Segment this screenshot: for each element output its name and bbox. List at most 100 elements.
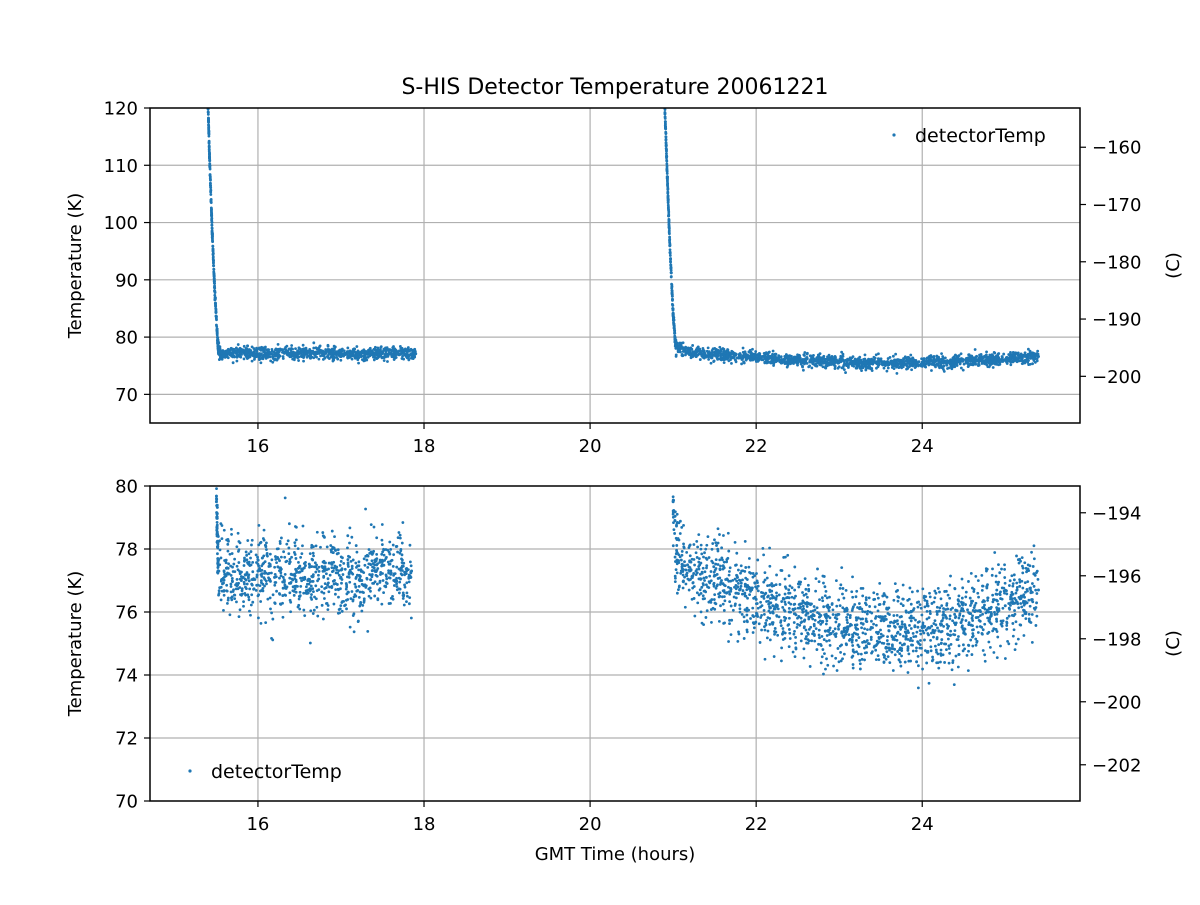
data-point <box>311 558 314 561</box>
data-point <box>1027 348 1030 351</box>
data-point <box>870 359 873 362</box>
data-point <box>225 584 228 587</box>
data-point <box>727 550 730 553</box>
data-point <box>290 344 293 347</box>
data-point <box>723 348 726 351</box>
data-point <box>818 580 821 583</box>
data-point <box>720 546 723 549</box>
data-point <box>808 639 811 642</box>
data-point <box>253 354 256 357</box>
data-point <box>711 542 714 545</box>
y-tick-label: 80 <box>115 328 138 349</box>
data-point <box>697 533 700 536</box>
data-point <box>364 564 367 567</box>
data-point <box>930 356 933 359</box>
data-point <box>806 605 809 608</box>
data-point <box>379 561 382 564</box>
data-point <box>212 250 215 253</box>
data-point <box>218 589 221 592</box>
data-point <box>398 577 401 580</box>
data-point <box>669 248 672 251</box>
data-point <box>757 589 760 592</box>
data-point <box>712 360 715 363</box>
data-point <box>387 349 390 352</box>
data-point <box>211 235 214 238</box>
data-point <box>1036 357 1039 360</box>
data-point <box>237 343 240 346</box>
data-point <box>716 357 719 360</box>
data-point <box>783 619 786 622</box>
data-point <box>825 361 828 364</box>
data-point <box>335 568 338 571</box>
data-point <box>322 618 325 621</box>
x-tick-label: 20 <box>579 436 602 457</box>
data-point <box>769 597 772 600</box>
data-point <box>969 360 972 363</box>
data-point <box>340 355 343 358</box>
data-point <box>289 610 292 613</box>
data-point <box>233 597 236 600</box>
data-point <box>807 365 810 368</box>
data-point <box>230 585 233 588</box>
data-point <box>363 557 366 560</box>
data-point <box>366 630 369 633</box>
data-point <box>282 616 285 619</box>
data-point <box>275 575 278 578</box>
data-point <box>315 545 318 548</box>
data-point <box>694 354 697 357</box>
data-point <box>891 361 894 364</box>
data-point <box>891 364 894 367</box>
data-point <box>777 607 780 610</box>
data-point <box>665 148 668 151</box>
data-point <box>828 354 831 357</box>
data-point <box>826 615 829 618</box>
data-point <box>834 365 837 368</box>
data-point <box>774 631 777 634</box>
top-y-axis-right-label: (C) <box>1163 252 1184 279</box>
data-point <box>261 587 264 590</box>
data-point <box>288 591 291 594</box>
data-point <box>210 213 213 216</box>
data-point <box>220 356 223 359</box>
data-point <box>212 271 215 274</box>
data-point <box>358 585 361 588</box>
data-point <box>313 565 316 568</box>
data-point <box>297 604 300 607</box>
data-point <box>981 359 984 362</box>
data-point <box>210 221 213 224</box>
data-point <box>331 350 334 353</box>
data-point <box>340 569 343 572</box>
data-point <box>250 604 253 607</box>
data-point <box>325 568 328 571</box>
data-point <box>716 573 719 576</box>
data-point <box>917 363 920 366</box>
data-point <box>321 531 324 534</box>
data-point <box>364 555 367 558</box>
y-right-tick-label: −200 <box>1092 367 1141 388</box>
data-point <box>235 587 238 590</box>
data-point <box>311 351 314 354</box>
data-point <box>361 570 364 573</box>
data-point <box>793 630 796 633</box>
data-point <box>327 344 330 347</box>
data-point <box>211 245 214 248</box>
data-point <box>376 583 379 586</box>
data-point <box>742 355 745 358</box>
data-point <box>294 525 297 528</box>
data-point <box>818 356 821 359</box>
data-point <box>818 598 821 601</box>
data-point <box>827 607 830 610</box>
data-point <box>381 559 384 562</box>
data-point <box>665 136 668 139</box>
data-point <box>992 356 995 359</box>
data-point <box>403 352 406 355</box>
data-point <box>369 590 372 593</box>
data-point <box>826 596 829 599</box>
data-point <box>910 368 913 371</box>
data-point <box>679 520 682 523</box>
data-point <box>768 623 771 626</box>
data-point <box>309 642 312 645</box>
data-point <box>832 608 835 611</box>
data-point <box>356 589 359 592</box>
data-point <box>962 369 965 372</box>
